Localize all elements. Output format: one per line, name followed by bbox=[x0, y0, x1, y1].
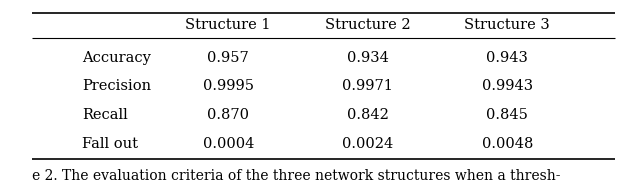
Text: 0.0004: 0.0004 bbox=[202, 137, 254, 151]
Text: 0.934: 0.934 bbox=[347, 51, 389, 65]
Text: 0.9995: 0.9995 bbox=[203, 79, 254, 93]
Text: 0.845: 0.845 bbox=[486, 108, 528, 122]
Text: 0.9943: 0.9943 bbox=[482, 79, 533, 93]
Text: 0.0048: 0.0048 bbox=[481, 137, 533, 151]
Text: 0.870: 0.870 bbox=[207, 108, 249, 122]
Text: Structure 1: Structure 1 bbox=[186, 18, 271, 32]
Text: 0.943: 0.943 bbox=[486, 51, 528, 65]
Text: e 2. The evaluation criteria of the three network structures when a thresh-: e 2. The evaluation criteria of the thre… bbox=[32, 169, 560, 183]
Text: Accuracy: Accuracy bbox=[82, 51, 152, 65]
Text: Fall out: Fall out bbox=[82, 137, 138, 151]
Text: Recall: Recall bbox=[82, 108, 128, 122]
Text: 0.842: 0.842 bbox=[347, 108, 389, 122]
Text: Structure 2: Structure 2 bbox=[325, 18, 411, 32]
Text: 0.957: 0.957 bbox=[207, 51, 249, 65]
Text: Structure 3: Structure 3 bbox=[464, 18, 550, 32]
Text: Precision: Precision bbox=[82, 79, 152, 93]
Text: 0.0024: 0.0024 bbox=[342, 137, 393, 151]
Text: 0.9971: 0.9971 bbox=[342, 79, 393, 93]
